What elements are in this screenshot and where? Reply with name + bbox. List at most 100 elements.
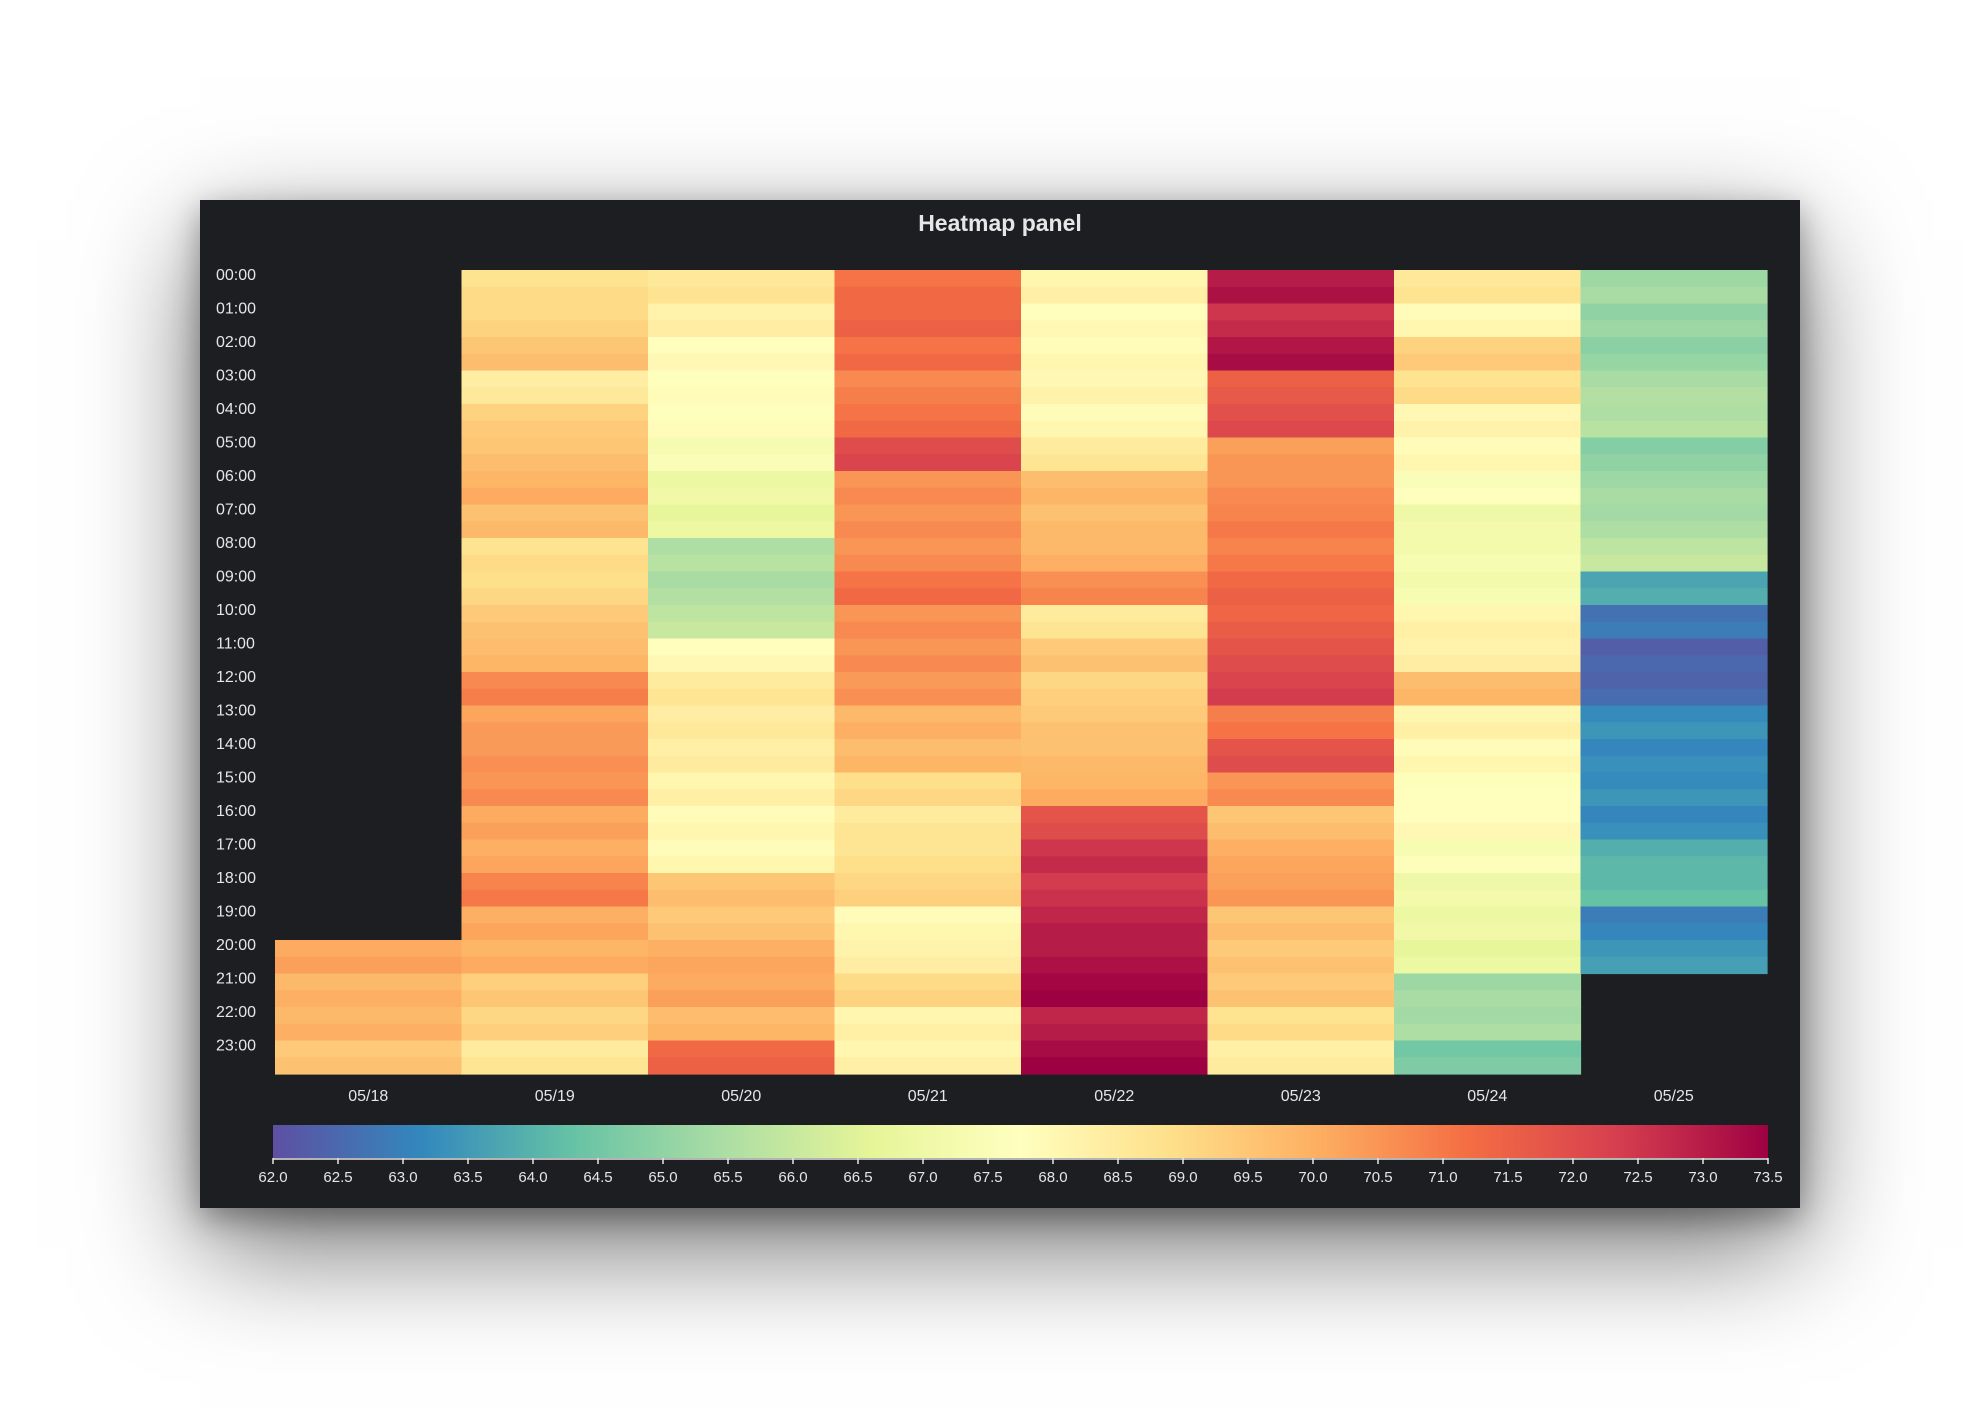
heatmap-cell <box>1580 956 1768 975</box>
heatmap-cell <box>1394 605 1582 623</box>
heatmap-cell <box>1394 504 1582 522</box>
heatmap-cell <box>834 504 1022 522</box>
heatmap-cell <box>461 303 649 321</box>
heatmap-cell <box>1021 973 1209 991</box>
heatmap-cell <box>648 705 836 723</box>
heatmap-cell <box>1580 605 1768 623</box>
heatmap-cell <box>1580 839 1768 857</box>
heatmap-cell <box>1207 521 1395 539</box>
heatmap-cell <box>1021 621 1209 640</box>
heatmap-cell <box>461 487 649 506</box>
heatmap-cell <box>1207 353 1395 372</box>
heatmap-cell <box>1207 621 1395 640</box>
heatmap-cell <box>648 387 836 405</box>
heatmap-cell <box>1394 688 1582 707</box>
colorbar-tick-label: 68.5 <box>1103 1169 1132 1186</box>
heatmap-cell <box>1580 554 1768 573</box>
heatmap-cell <box>648 906 836 924</box>
heatmap-cell <box>1207 1023 1395 1042</box>
heatmap-cell <box>1394 337 1582 355</box>
heatmap-cell <box>648 889 836 908</box>
heatmap-cell <box>834 655 1022 673</box>
colorbar-tick-label: 62.0 <box>258 1169 287 1186</box>
heatmap-cell <box>648 973 836 991</box>
heatmap-cell <box>1394 286 1582 305</box>
heatmap-cell <box>461 705 649 723</box>
heatmap-cell <box>1021 605 1209 623</box>
heatmap-cell <box>1021 739 1209 757</box>
colorbar-tick-label: 63.0 <box>388 1169 417 1186</box>
heatmap-cell <box>1394 705 1582 723</box>
heatmap-cell <box>461 655 649 673</box>
heatmap-cell <box>1580 370 1768 388</box>
heatmap-cell <box>648 353 836 372</box>
heatmap-cell <box>1580 688 1768 707</box>
heatmap-cell <box>1394 856 1582 874</box>
heatmap-cell <box>834 320 1022 338</box>
heatmap-cell <box>834 1023 1022 1042</box>
heatmap-cell <box>834 605 1022 623</box>
heatmap-cell <box>1021 370 1209 388</box>
heatmap-cell <box>1394 806 1582 824</box>
heatmap-cell <box>834 1007 1022 1025</box>
heatmap-cell <box>834 990 1022 1008</box>
y-tick-label: 16:00 <box>216 803 256 820</box>
heatmap-cell <box>461 638 649 656</box>
heatmap-cell <box>834 538 1022 556</box>
heatmap-cell <box>1021 286 1209 305</box>
heatmap-cell <box>1021 839 1209 857</box>
heatmap-cell <box>461 889 649 908</box>
heatmap-cell <box>1021 404 1209 422</box>
heatmap-cell <box>834 822 1022 841</box>
colorbar-tick-label: 66.0 <box>778 1169 807 1186</box>
heatmap-cell <box>834 1057 1022 1075</box>
y-tick-label: 15:00 <box>216 770 256 787</box>
heatmap-cell <box>461 286 649 305</box>
heatmap-cell <box>648 454 836 472</box>
heatmap-cell <box>1021 571 1209 589</box>
heatmap-cell <box>1207 471 1395 489</box>
heatmap-cell <box>648 303 836 321</box>
heatmap-cell <box>1207 270 1395 288</box>
heatmap-cell <box>461 353 649 372</box>
heatmap-cell <box>1207 337 1395 355</box>
colorbar-tick-label: 73.5 <box>1753 1169 1782 1186</box>
heatmap-cell <box>648 538 836 556</box>
heatmap-cell <box>1580 337 1768 355</box>
heatmap-cell <box>1021 889 1209 908</box>
heatmap-cell <box>1394 923 1582 941</box>
heatmap-cell <box>461 320 649 338</box>
heatmap-cell <box>461 521 649 539</box>
heatmap-cell <box>1580 286 1768 305</box>
heatmap-cell <box>648 621 836 640</box>
heatmap-cell <box>1207 906 1395 924</box>
y-tick-label: 02:00 <box>216 334 256 351</box>
heatmap-cell <box>1394 1040 1582 1058</box>
x-axis-labels: 05/18 05/19 05/20 05/21 05/22 05/23 05/24 05/25 <box>348 1088 1694 1105</box>
colorbar-tick-label: 65.0 <box>648 1169 677 1186</box>
x-tick-label: 05/25 <box>1654 1088 1694 1105</box>
heatmap-cell <box>1394 538 1582 556</box>
heatmap-cell <box>834 420 1022 439</box>
heatmap-cell <box>1207 705 1395 723</box>
heatmap-cell <box>461 839 649 857</box>
heatmap-cell <box>1394 437 1582 455</box>
heatmap-cell <box>1580 755 1768 774</box>
y-tick-label: 13:00 <box>216 703 256 720</box>
heatmap-cell <box>1021 990 1209 1008</box>
heatmap-cell <box>1207 370 1395 388</box>
heatmap-cell <box>1207 454 1395 472</box>
heatmap-cell <box>1394 588 1582 606</box>
heatmap-cell <box>648 504 836 522</box>
heatmap-cell <box>1021 270 1209 288</box>
heatmap-cell <box>461 956 649 975</box>
y-tick-label: 22:00 <box>216 1004 256 1021</box>
heatmap-cell <box>834 303 1022 321</box>
heatmap-cell <box>648 822 836 841</box>
heatmap-cell <box>461 688 649 707</box>
heatmap-cell <box>834 789 1022 807</box>
colorbar-tick-label: 71.0 <box>1428 1169 1457 1186</box>
colorbar-tick-label: 63.5 <box>453 1169 482 1186</box>
colorbar-tick-label: 66.5 <box>843 1169 872 1186</box>
heatmap-cell <box>1207 437 1395 455</box>
